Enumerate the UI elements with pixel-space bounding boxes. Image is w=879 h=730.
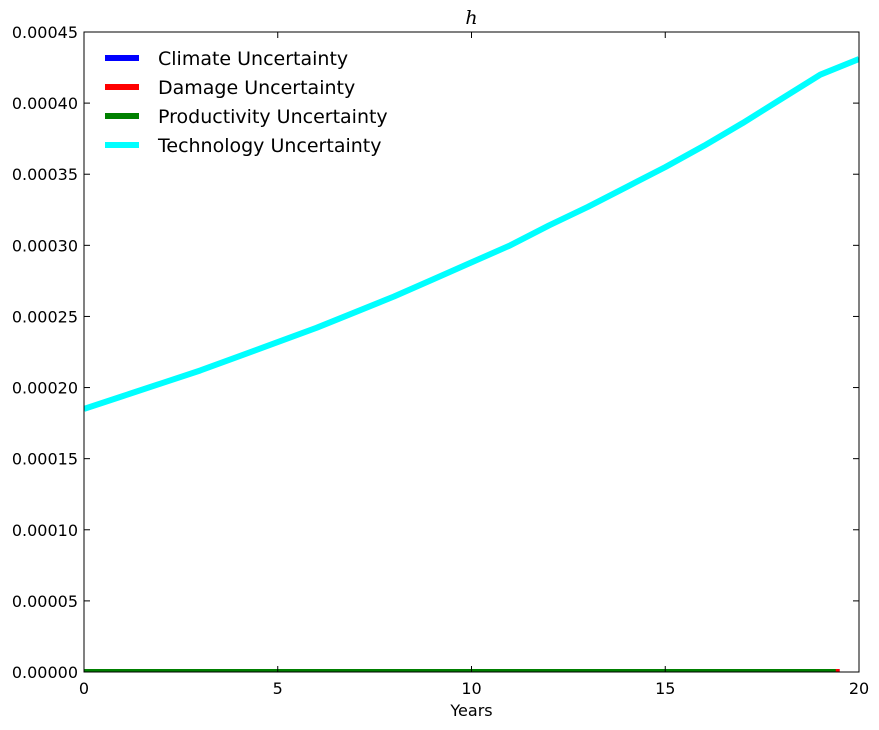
plot-frame — [83, 31, 860, 673]
chart-title: h — [465, 7, 477, 29]
x-tick-label: 0 — [79, 679, 89, 698]
legend: Climate Uncertainty Damage Uncertainty Pro… — [105, 48, 388, 157]
y-tick-label: 0.00045 — [12, 23, 78, 42]
x-axis-label: Years — [449, 701, 492, 720]
y-tick-label: 0.00015 — [12, 450, 78, 469]
legend-label: Climate Uncertainty — [158, 48, 348, 70]
y-tick-label: 0.00005 — [12, 592, 78, 611]
series-layer — [84, 56, 859, 672]
y-tick-label: 0.00035 — [12, 165, 78, 184]
y-tick-label: 0.00000 — [12, 663, 78, 682]
x-tick-label: 20 — [849, 679, 869, 698]
y-tick-label: 0.00030 — [12, 236, 78, 255]
ticks-layer: 0 5 10 15 20 0.00000 0.00005 0.00010 0.00015 0.00… — [12, 23, 869, 698]
x-tick-label: 15 — [655, 679, 675, 698]
y-tick-label: 0.00010 — [12, 521, 78, 540]
series-line-technology-uncertainty — [84, 56, 859, 412]
y-tick-label: 0.00040 — [12, 94, 78, 113]
legend-label: Technology Uncertainty — [157, 135, 381, 157]
y-tick-label: 0.00025 — [12, 307, 78, 326]
x-tick-label: 10 — [461, 679, 481, 698]
legend-label: Damage Uncertainty — [158, 77, 355, 99]
x-tick-label: 5 — [273, 679, 283, 698]
y-tick-label: 0.00020 — [12, 379, 78, 398]
legend-label: Productivity Uncertainty — [158, 106, 388, 128]
